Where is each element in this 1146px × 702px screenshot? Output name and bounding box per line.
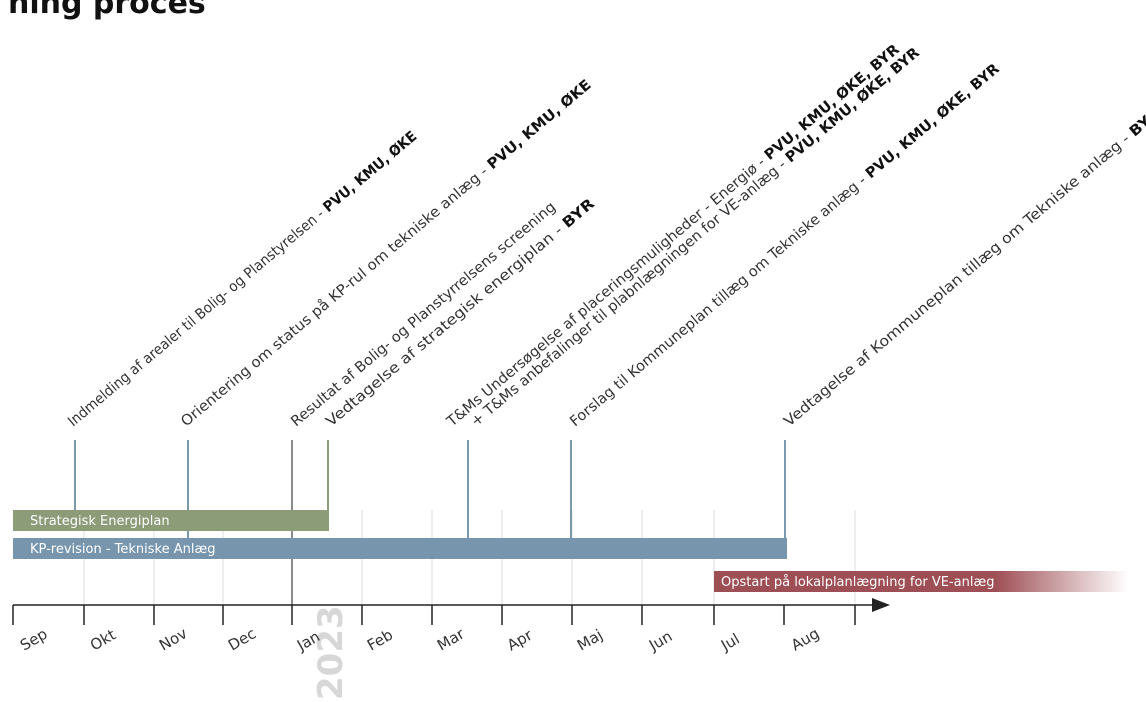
month-label: Mar <box>434 624 468 654</box>
month-label: Sep <box>17 625 50 655</box>
month-label: Dec <box>225 624 259 654</box>
lokalplan-bar-label: Opstart på lokalplanlægning for VE-anlæg <box>721 575 995 590</box>
lokalplan-bar <box>714 571 1128 592</box>
axis-arrow-icon <box>872 598 890 612</box>
month-label: Feb <box>364 626 396 655</box>
year-watermark: 2023 <box>311 605 351 700</box>
milestone-labels: Indmelding af arealer til Bolig- og Plan… <box>65 42 1146 431</box>
milestone-label-4: Vedtagelse af strategisk energiplan - BY… <box>323 196 598 430</box>
month-label: Okt <box>87 626 119 655</box>
kp-revision-bar-label: KP-revision - Tekniske Anlæg <box>30 542 216 557</box>
month-label: Jul <box>717 630 743 655</box>
month-label: Nov <box>156 624 190 654</box>
month-label: Jun <box>645 627 675 655</box>
month-labels: Sep Okt Nov Dec Jan Feb Mar Apr Maj Jun … <box>17 624 822 655</box>
kp-revision-bar <box>13 538 787 559</box>
milestone-label-8: Vedtagelse af Kommuneplan tillæg om Tekn… <box>781 105 1146 430</box>
page-title: ning proces <box>8 0 206 21</box>
month-label: Maj <box>574 626 606 655</box>
milestone-label-7: Forslag til Kommuneplan tillæg om Teknis… <box>567 61 1002 430</box>
month-label: Aug <box>788 624 822 654</box>
month-label: Apr <box>504 625 536 654</box>
time-axis <box>12 604 874 625</box>
energiplan-bar <box>13 510 329 531</box>
energiplan-bar-label: Strategisk Energiplan <box>30 514 170 529</box>
